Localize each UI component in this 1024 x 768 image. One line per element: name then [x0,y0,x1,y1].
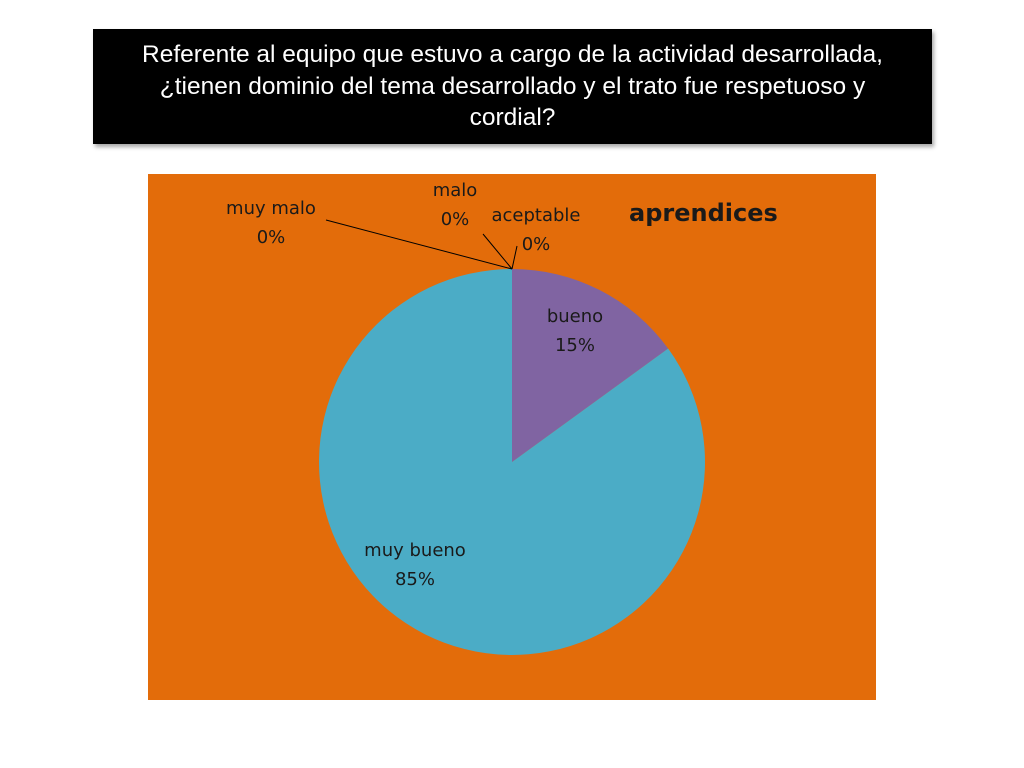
slice-label-aceptable: aceptable 0% [491,205,580,255]
pie-slice-muy-bueno [318,269,705,655]
leader-line-muy-malo [325,219,513,270]
chart-area: muy malo 0% malo 0% aceptable 0% bueno 15% muy b… [148,174,876,700]
slice-percent-text: 15% [555,335,595,356]
slice-labels: muy malo 0% malo 0% aceptable 0% bueno 15% muy b… [226,180,603,590]
question-title-box: Referente al equipo que estuvo a cargo d… [93,29,932,144]
leader-line-malo [482,233,513,270]
slice-percent-text: 0% [522,234,551,255]
pie-chart: muy malo 0% malo 0% aceptable 0% bueno 15% muy b… [148,174,876,700]
question-title: Referente al equipo que estuvo a cargo d… [142,40,883,132]
slice-percent-text: 0% [441,209,470,230]
slice-label-muy-malo: muy malo 0% [226,198,316,248]
leader-line-aceptable [511,245,518,270]
slice-category-text: bueno [547,306,603,327]
slice-label-malo: malo 0% [433,180,478,230]
slice-category-text: malo [433,180,478,201]
pie-slice-bueno [512,269,669,462]
slice-category-text: aceptable [491,205,580,226]
leader-lines [325,219,518,270]
slice-category-text: muy bueno [364,540,466,561]
slice-percent-text: 0% [257,227,286,248]
pie-slices [318,269,705,655]
slice-percent-text: 85% [395,569,435,590]
slice-label-bueno: bueno 15% [547,306,603,356]
chart-title: aprendices [629,199,778,227]
slice-category-text: muy malo [226,198,316,219]
slice-label-muy-bueno: muy bueno 85% [364,540,466,590]
